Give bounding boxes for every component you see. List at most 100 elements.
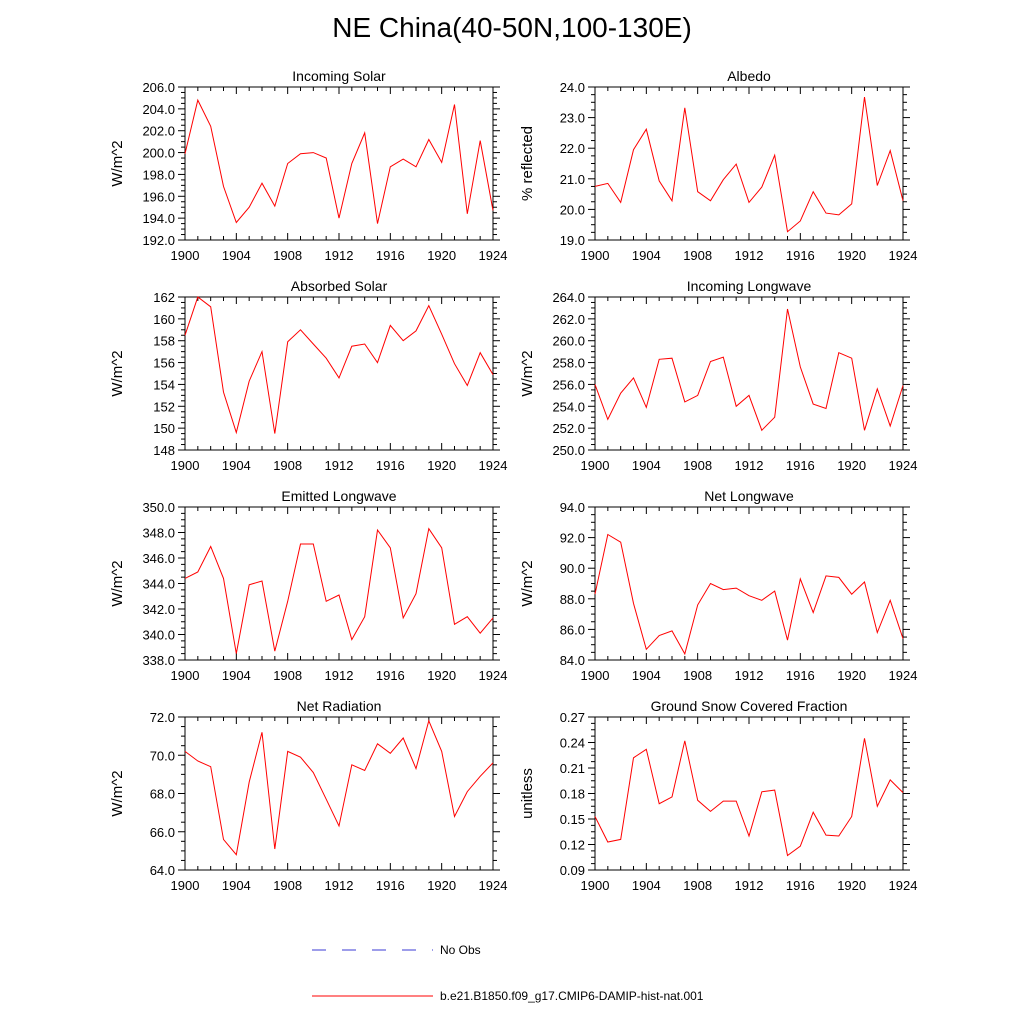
y-tick-label: 342.0 [142, 602, 175, 617]
y-tick-label: 206.0 [142, 80, 175, 95]
y-tick-label: 202.0 [142, 124, 175, 139]
panel-title: Net Radiation [297, 698, 382, 714]
y-tick-label: 350.0 [142, 500, 175, 515]
x-tick-label: 1908 [273, 668, 302, 683]
x-tick-label: 1900 [581, 878, 610, 893]
y-tick-label: 90.0 [560, 561, 585, 576]
x-tick-label: 1904 [632, 248, 661, 263]
series-line [184, 719, 494, 856]
y-tick-label: 64.0 [150, 863, 175, 878]
x-tick-label: 1904 [632, 668, 661, 683]
x-tick-label: 1920 [427, 668, 456, 683]
series-line [594, 97, 904, 233]
y-tick-label: 344.0 [142, 577, 175, 592]
y-tick-label: 94.0 [560, 500, 585, 515]
series-line [184, 296, 494, 435]
y-tick-label: 0.21 [560, 761, 585, 776]
panel-title: Absorbed Solar [291, 278, 388, 294]
x-tick-label: 1912 [325, 458, 354, 473]
x-tick-label: 1924 [889, 668, 918, 683]
y-tick-label: 21.0 [560, 172, 585, 187]
x-tick-label: 1900 [581, 458, 610, 473]
x-tick-label: 1904 [222, 248, 251, 263]
series-line [594, 738, 904, 857]
series-line [594, 533, 904, 656]
x-tick-label: 1924 [889, 878, 918, 893]
x-tick-label: 1904 [222, 668, 251, 683]
x-tick-label: 1924 [479, 458, 508, 473]
panel-1: Incoming Solar W/m^2 1900 1904 1908 1912 1916 1… [109, 68, 507, 263]
y-tick-label: 254.0 [552, 399, 585, 414]
x-tick-label: 1912 [735, 668, 764, 683]
panel-4: Incoming Longwave W/m^2 1900 1904 1908 1912 19… [519, 278, 917, 473]
x-tick-label: 1900 [581, 248, 610, 263]
y-tick-label: 22.0 [560, 141, 585, 156]
y-tick-label: 92.0 [560, 531, 585, 546]
x-tick-label: 1924 [889, 458, 918, 473]
x-tick-label: 1916 [786, 668, 815, 683]
legend-obs-label: No Obs [440, 943, 481, 957]
plot-frame [184, 296, 494, 451]
x-tick-label: 1920 [837, 668, 866, 683]
y-tick-label: 72.0 [150, 710, 175, 725]
y-axis-label: W/m^2 [109, 140, 126, 186]
y-tick-label: 340.0 [142, 628, 175, 643]
y-axis-label: W/m^2 [109, 350, 126, 396]
x-tick-label: 1920 [837, 458, 866, 473]
y-tick-label: 24.0 [560, 80, 585, 95]
y-tick-label: 262.0 [552, 312, 585, 327]
legend-obs-swatch [312, 949, 433, 951]
y-tick-label: 150 [153, 421, 175, 436]
panel-title: Net Longwave [704, 488, 794, 504]
y-tick-label: 162 [153, 290, 175, 305]
y-tick-label: 156 [153, 356, 175, 371]
panel-title: Albedo [727, 68, 771, 84]
series-line [184, 98, 494, 224]
y-tick-label: 196.0 [142, 189, 175, 204]
y-tick-label: 204.0 [142, 102, 175, 117]
x-tick-label: 1900 [171, 248, 200, 263]
x-tick-label: 1916 [376, 878, 405, 893]
page-title: NE China(40-50N,100-130E) [332, 12, 692, 43]
x-tick-label: 1900 [171, 668, 200, 683]
panel-8: Ground Snow Covered Fraction unitless 1900… [519, 698, 917, 893]
y-axis-label: W/m^2 [519, 350, 536, 396]
x-tick-label: 1912 [735, 458, 764, 473]
x-tick-label: 1912 [735, 248, 764, 263]
y-tick-label: 84.0 [560, 653, 585, 668]
y-tick-label: 154 [153, 377, 175, 392]
x-tick-label: 1924 [479, 878, 508, 893]
x-tick-label: 1912 [325, 878, 354, 893]
x-tick-label: 1920 [837, 878, 866, 893]
x-tick-label: 1912 [735, 878, 764, 893]
y-tick-label: 194.0 [142, 211, 175, 226]
y-tick-label: 258.0 [552, 356, 585, 371]
x-tick-label: 1924 [479, 248, 508, 263]
panel-2: Albedo % reflected 1900 1904 1908 1912 1916 192… [519, 68, 917, 263]
y-tick-label: 68.0 [150, 787, 175, 802]
x-tick-label: 1904 [632, 878, 661, 893]
y-tick-label: 0.15 [560, 812, 585, 827]
y-tick-label: 260.0 [552, 334, 585, 349]
panel-title: Incoming Longwave [687, 278, 812, 294]
y-axis-label: unitless [519, 768, 536, 819]
x-tick-label: 1904 [632, 458, 661, 473]
y-axis-label: % reflected [519, 126, 536, 201]
y-tick-label: 250.0 [552, 443, 585, 458]
y-tick-label: 0.27 [560, 710, 585, 725]
panel-7: Net Radiation W/m^2 1900 1904 1908 1912 1916 19… [109, 698, 507, 893]
plot-frame [184, 716, 494, 871]
y-tick-label: 256.0 [552, 377, 585, 392]
panel-6: Net Longwave W/m^2 1900 1904 1908 1912 1916 192… [519, 488, 917, 683]
x-tick-label: 1916 [786, 248, 815, 263]
plot-frame [184, 506, 494, 661]
series-line [184, 527, 494, 654]
y-axis-label: W/m^2 [109, 560, 126, 606]
x-tick-label: 1904 [222, 878, 251, 893]
panel-title: Incoming Solar [292, 68, 386, 84]
y-tick-label: 0.12 [560, 838, 585, 853]
panel-5: Emitted Longwave W/m^2 1900 1904 1908 1912 191… [109, 488, 507, 683]
panel-title: Emitted Longwave [281, 488, 396, 504]
x-tick-label: 1908 [683, 458, 712, 473]
y-tick-label: 348.0 [142, 526, 175, 541]
